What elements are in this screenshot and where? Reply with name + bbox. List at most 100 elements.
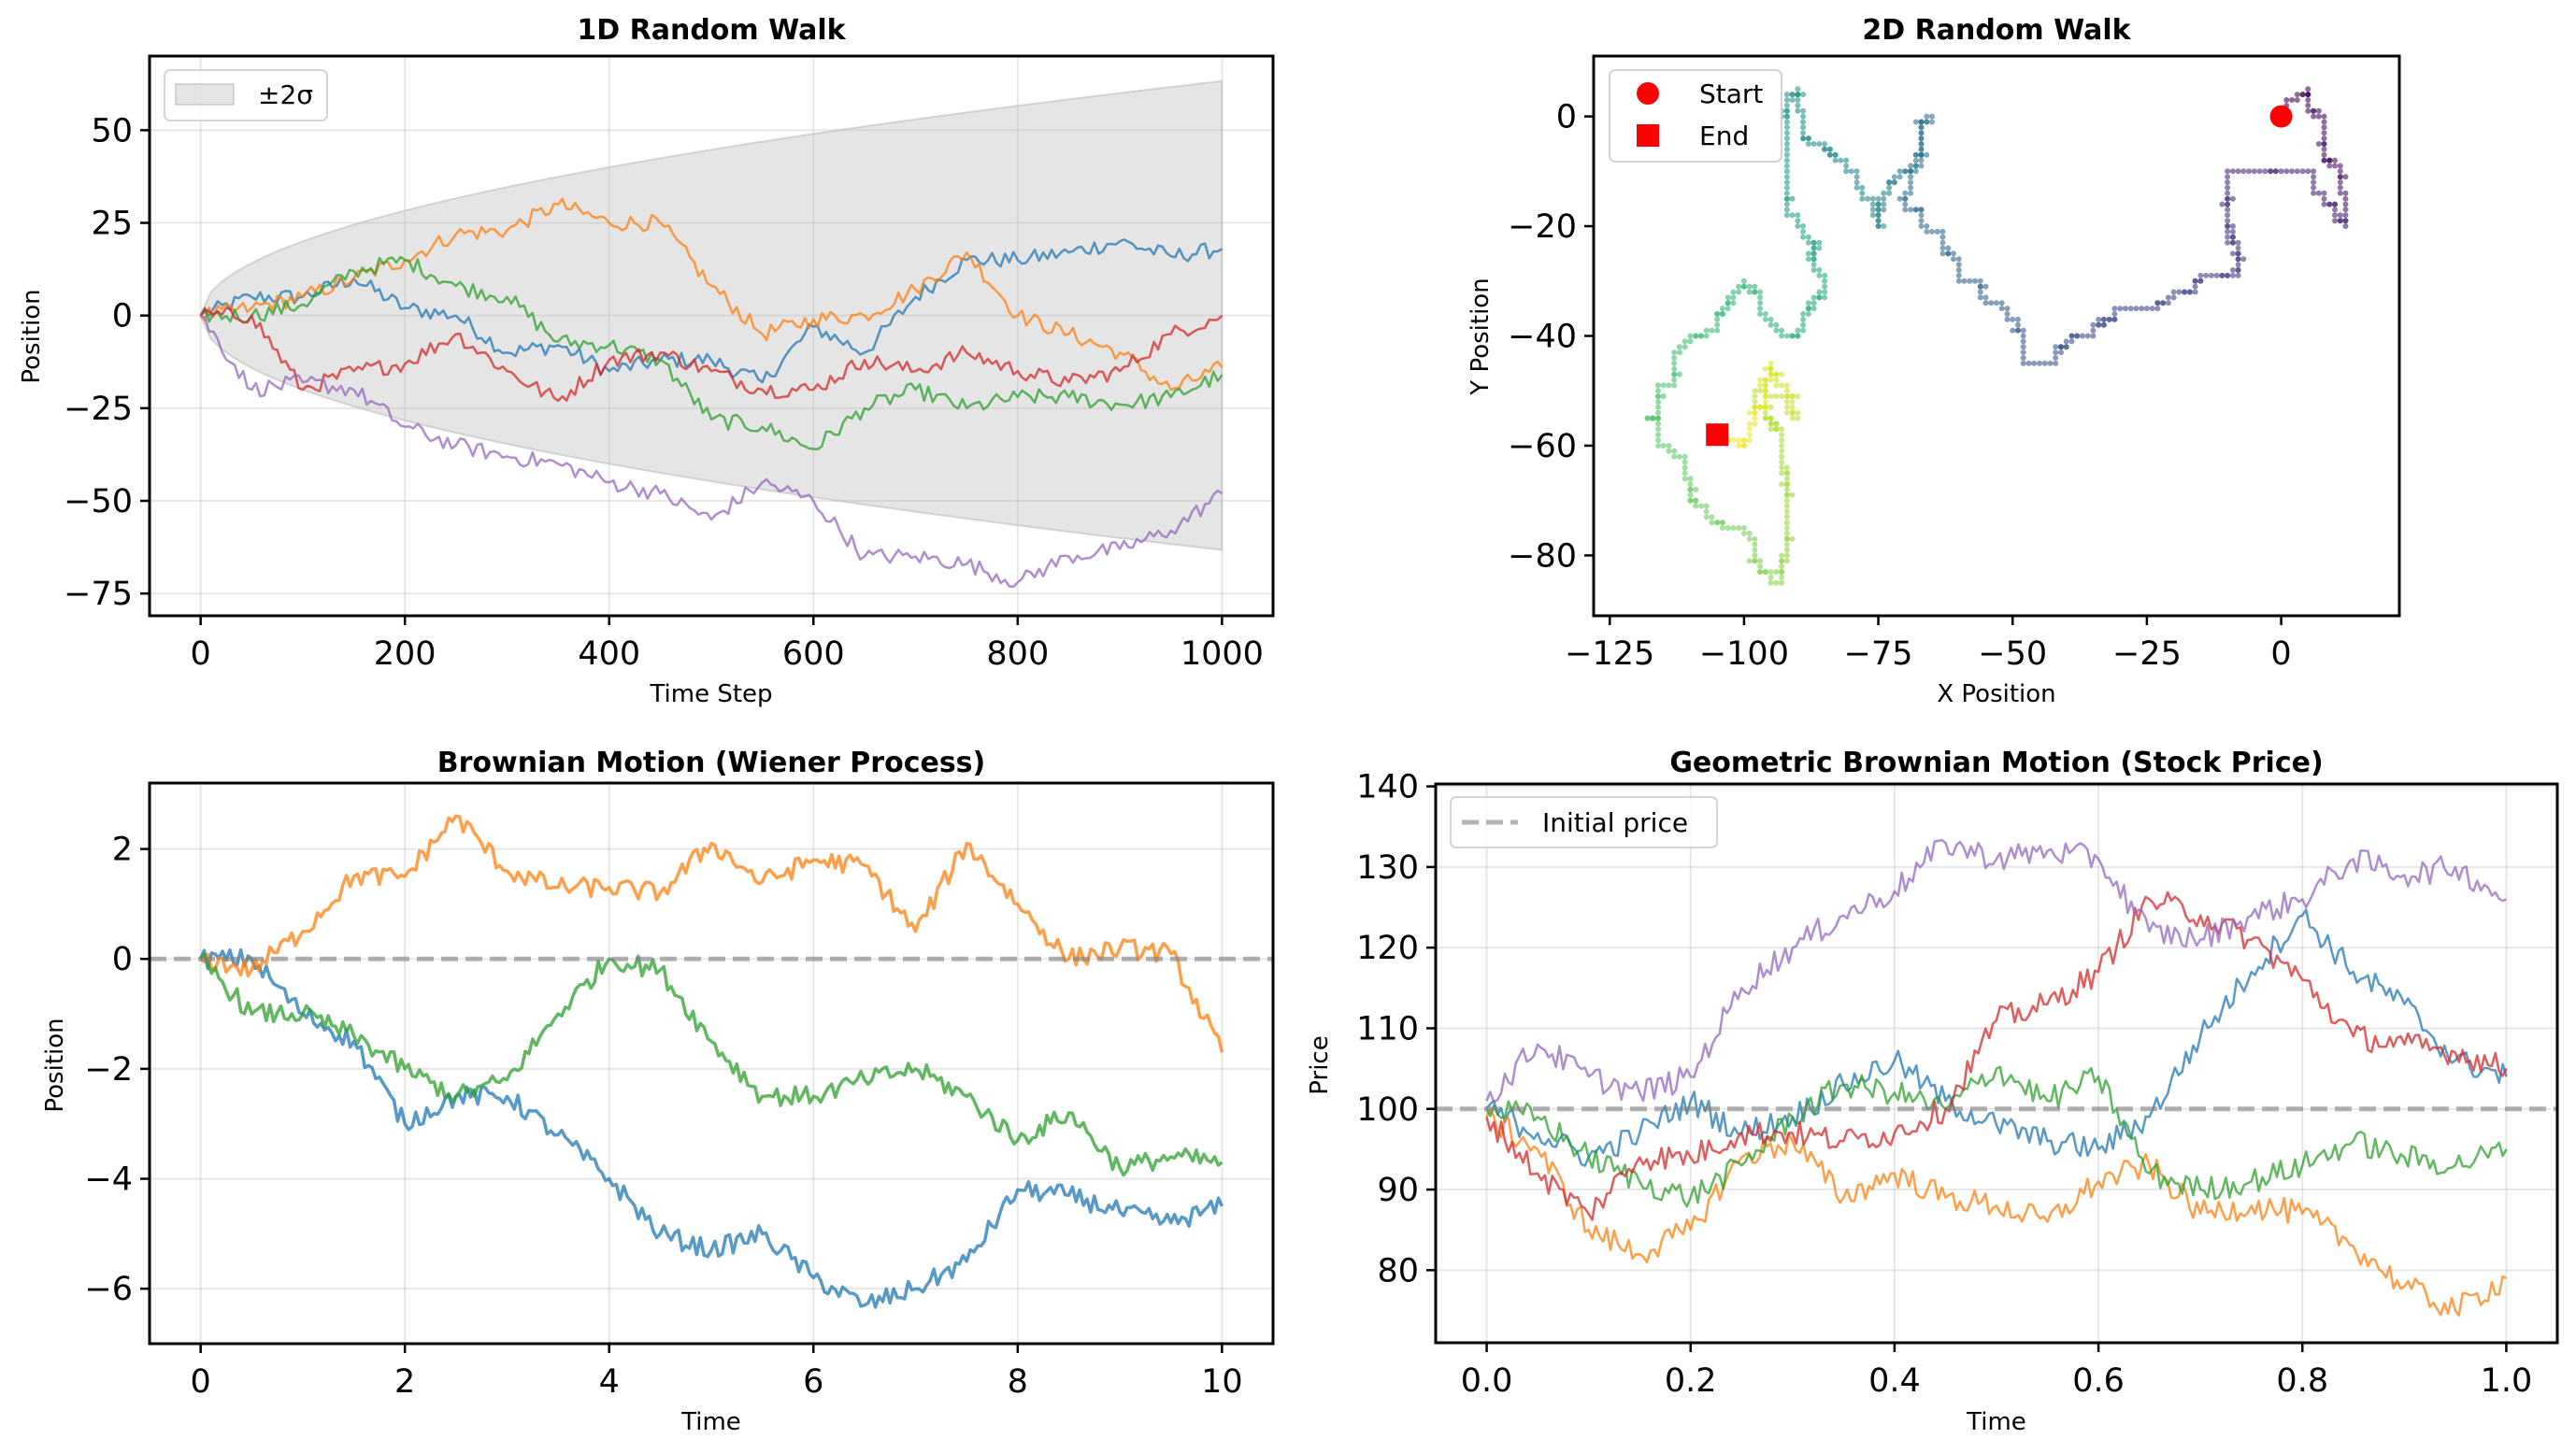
walk-point (2235, 262, 2241, 268)
walk-point (1752, 404, 1758, 410)
walk-point (1843, 157, 1850, 164)
walk-point (1929, 228, 1935, 235)
walk-point (1714, 316, 1721, 322)
walk-point (1939, 250, 1946, 257)
walk-point (1789, 333, 1796, 339)
walk-point (2225, 190, 2231, 196)
walk-point (1730, 437, 1737, 444)
x-tick-label: 6 (803, 1363, 823, 1401)
walk-point (1795, 393, 1801, 400)
walk-point (1783, 135, 1790, 142)
walk-point (1779, 552, 1785, 559)
walk-point (1810, 300, 1817, 306)
walk-point (1800, 311, 1807, 317)
walk-point (2305, 107, 2311, 114)
walk-point (1767, 377, 1774, 383)
walk-point (2311, 113, 2317, 120)
walk-point (1783, 107, 1790, 114)
walk-point (1939, 245, 1946, 251)
walk-point (1703, 327, 1710, 334)
walk-point (1676, 344, 1682, 350)
walk-point (2192, 278, 2198, 284)
walk-point (2305, 102, 2311, 108)
walk-point (2337, 168, 2343, 175)
y-tick-label: −20 (1508, 208, 1577, 246)
walk-point (1671, 453, 1678, 460)
walk-point (1795, 218, 1801, 224)
chart-title: 2D Random Walk (1862, 14, 2131, 47)
walk-point (1757, 563, 1764, 570)
walk-point (1779, 470, 1785, 477)
walk-point (2240, 168, 2247, 175)
walk-point (1896, 168, 1903, 175)
walk-point (1783, 525, 1790, 531)
walk-point (2229, 234, 2236, 240)
legend[interactable]: ±2σ (164, 69, 328, 121)
walk-point (1682, 476, 1688, 482)
walk-point (1783, 382, 1790, 389)
walk-point (2133, 306, 2140, 312)
walk-point (1929, 119, 1935, 125)
walk-point (1783, 130, 1790, 136)
walk-point (1703, 333, 1710, 339)
walk-point (1924, 228, 1930, 235)
walk-point (2154, 306, 2161, 312)
walk-point (1908, 190, 1914, 196)
walk-point (1746, 409, 1753, 416)
walk-point (1800, 124, 1807, 131)
walk-point (1687, 333, 1694, 339)
walk-point (1779, 448, 1785, 454)
walk-point (2225, 174, 2231, 180)
walk-point (2111, 316, 2118, 322)
walk-point (1902, 190, 1909, 196)
walk-point (1762, 399, 1768, 405)
walk-point (1682, 344, 1688, 350)
walk-point (1869, 201, 1876, 207)
walk-point (2020, 355, 2026, 361)
walk-point (1736, 283, 1742, 290)
walk-point (2337, 163, 2343, 169)
walk-point (2342, 201, 2349, 207)
walk-point (2256, 168, 2263, 175)
x-tick-label: 0.2 (1665, 1362, 1717, 1400)
walk-point (2015, 327, 2021, 334)
walk-point (1810, 256, 1817, 263)
walk-point (2311, 190, 2317, 196)
walk-point (1767, 415, 1774, 421)
walk-point (1912, 168, 1919, 175)
walk-point (2186, 289, 2193, 295)
walk-point (1767, 360, 1774, 366)
start-marker (2269, 105, 2293, 128)
walk-point (2321, 113, 2327, 120)
walk-point (1767, 393, 1774, 400)
walk-point (2096, 316, 2102, 322)
walk-point (1730, 294, 1737, 301)
walk-point (2139, 306, 2145, 312)
series-line-5 (200, 314, 1224, 589)
walk-point (1795, 223, 1801, 229)
walk-point (1757, 404, 1764, 410)
walk-point (2203, 272, 2210, 278)
walk-point (2170, 289, 2177, 295)
walk-point (1762, 393, 1768, 400)
walk-point (1773, 327, 1780, 334)
walk-point (1767, 569, 1774, 575)
walk-point (1730, 300, 1737, 306)
walk-point (1908, 174, 1914, 180)
walk-point (1886, 190, 1893, 196)
y-tick-label: −40 (1508, 319, 1577, 356)
walk-point (2337, 190, 2343, 196)
band-layer (199, 79, 1224, 551)
walk-point (1783, 409, 1790, 416)
walk-point (2229, 228, 2236, 235)
walk-point (1660, 382, 1667, 389)
walk-point (1951, 256, 1956, 263)
walk-point (1912, 157, 1919, 164)
legend[interactable]: Start End (1609, 69, 1782, 163)
walk-point (1939, 228, 1946, 235)
y-ticks: 80 90 100 110 120 130 140 (1356, 769, 1436, 1289)
walk-point (2235, 239, 2241, 246)
walk-point (1816, 289, 1823, 295)
walk-point (1783, 146, 1790, 152)
legend[interactable]: Initial price (1450, 796, 1718, 848)
